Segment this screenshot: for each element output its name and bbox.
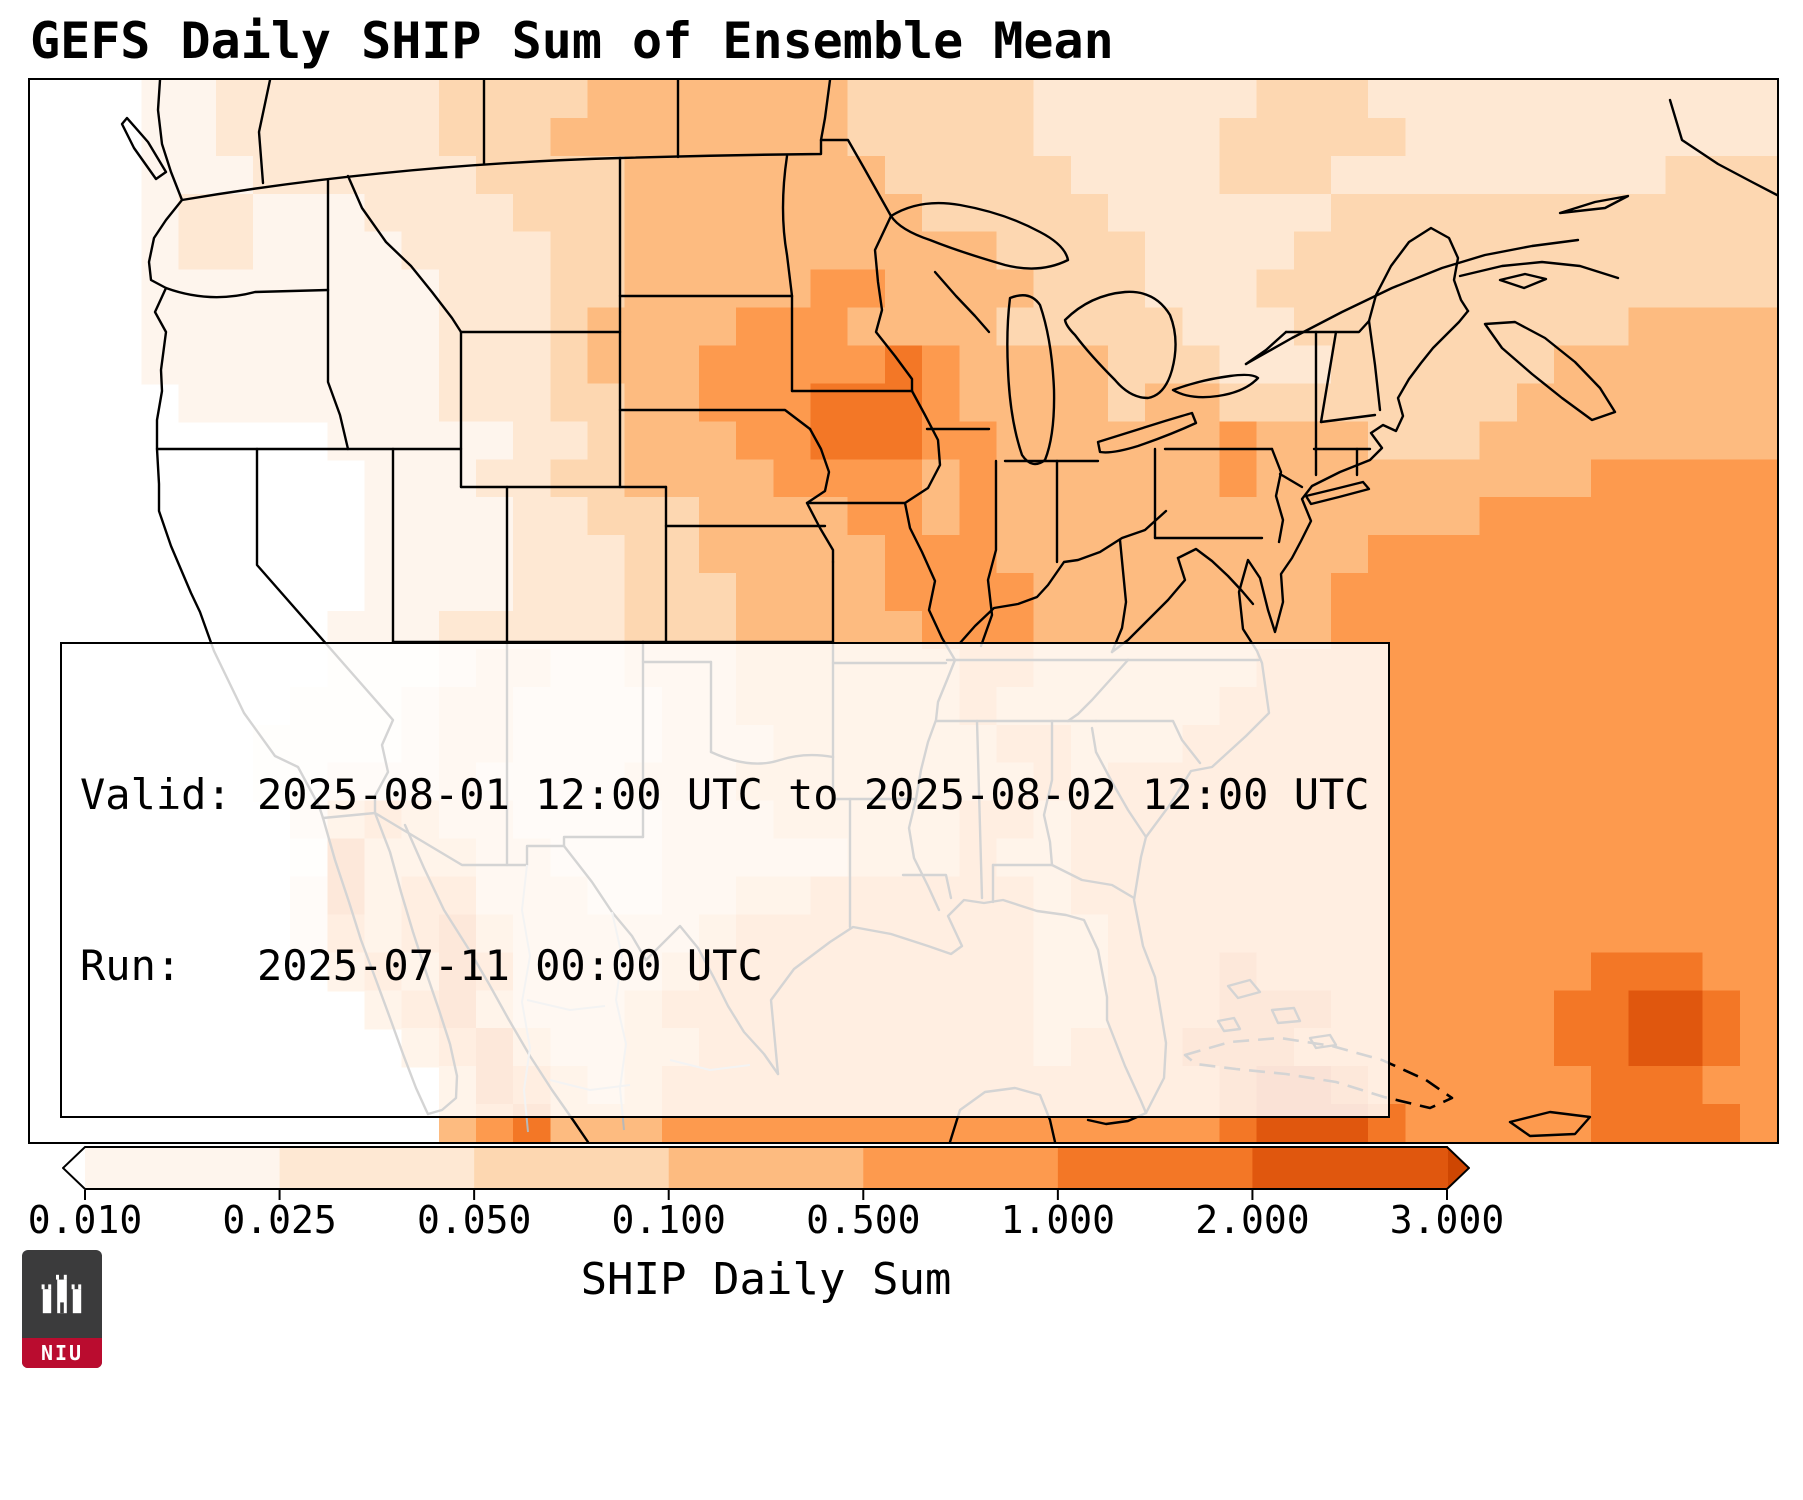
validity-info-box: Valid: 2025-08-01 12:00 UTC to 2025-08-0… bbox=[60, 642, 1390, 1118]
colorbar bbox=[61, 1146, 1471, 1204]
long-island bbox=[1304, 480, 1371, 506]
lake-ontario bbox=[1171, 373, 1260, 399]
hispaniola bbox=[1508, 1110, 1592, 1138]
figure-title: GEFS Daily SHIP Sum of Ensemble Mean bbox=[30, 12, 1114, 70]
run-line: Run: 2025-07-11 00:00 UTC bbox=[80, 941, 763, 990]
colorbar-tick-label: 0.025 bbox=[222, 1198, 337, 1242]
colorbar-tick-labels: 0.010 0.025 0.050 0.100 0.500 1.000 2.000 3.000 bbox=[28, 1198, 1504, 1246]
valid-line: Valid: 2025-08-01 12:00 UTC to 2025-08-0… bbox=[80, 770, 1370, 819]
st-lawrence bbox=[1244, 238, 1580, 366]
lake-michigan bbox=[1006, 294, 1056, 466]
colorbar-tick-label: 1.000 bbox=[1000, 1198, 1116, 1242]
lake-superior bbox=[889, 201, 1070, 270]
lake-erie bbox=[1096, 411, 1198, 454]
niu-logo-band: NIU bbox=[22, 1338, 102, 1368]
lake-huron bbox=[1063, 290, 1177, 400]
heatmap-layer bbox=[141, 80, 1777, 1142]
colorbar-tick-label: 0.100 bbox=[611, 1198, 726, 1242]
colorbar-tick-label: 2.000 bbox=[1195, 1198, 1310, 1242]
colorbar-tick-label: 0.050 bbox=[416, 1198, 532, 1242]
colorbar-gradient bbox=[61, 1146, 1471, 1200]
colorbar-tick-label: 3.000 bbox=[1389, 1198, 1505, 1242]
missouri-river bbox=[805, 427, 835, 564]
colorbar-tick-label: 0.010 bbox=[27, 1198, 143, 1242]
vancouver-island bbox=[120, 116, 168, 181]
ohio-river bbox=[958, 509, 1168, 645]
nova-scotia bbox=[1483, 320, 1617, 422]
colorbar-tick-label: 0.500 bbox=[806, 1198, 921, 1242]
map-panel: Valid: 2025-08-01 12:00 UTC to 2025-08-0… bbox=[28, 78, 1779, 1144]
niu-castle-icon bbox=[22, 1250, 102, 1338]
colorbar-label: SHIP Daily Sum bbox=[580, 1254, 952, 1305]
niu-logo: NIU bbox=[22, 1250, 102, 1368]
